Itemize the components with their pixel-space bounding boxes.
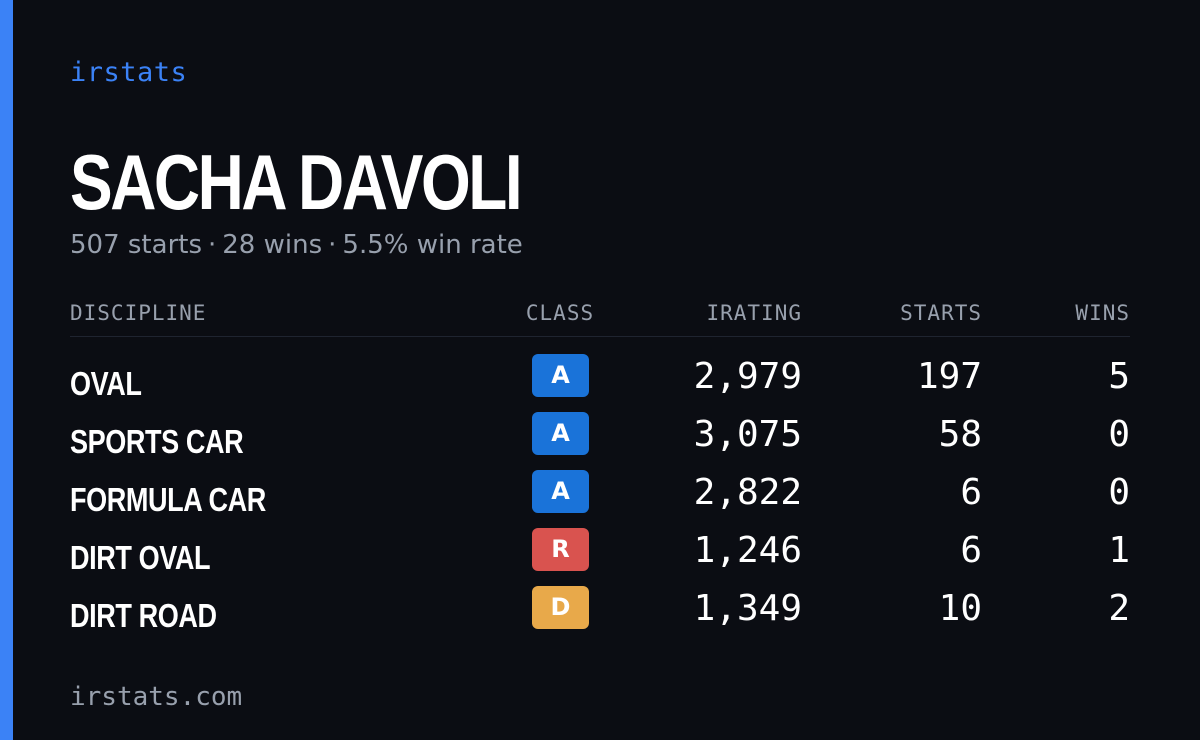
- table-row: DIRT ROAD D 1,349 10 2: [70, 586, 1130, 644]
- class-badge: A: [532, 354, 589, 397]
- class-badge: A: [532, 412, 589, 455]
- irating-value: 1,349: [693, 588, 802, 629]
- starts-value: 10: [938, 588, 982, 629]
- discipline-label: DIRT ROAD: [70, 597, 217, 634]
- wins-value: 1: [1108, 530, 1130, 571]
- class-badge: R: [532, 528, 589, 571]
- summary-separator: ·: [328, 230, 337, 260]
- irating-value: 2,822: [693, 472, 802, 513]
- header-class: CLASS: [525, 301, 595, 325]
- wins-value: 5: [1108, 356, 1130, 397]
- table-row: OVAL A 2,979 197 5: [70, 354, 1130, 412]
- irating-value: 2,979: [693, 356, 802, 397]
- table-row: DIRT OVAL R 1,246 6 1: [70, 528, 1130, 586]
- wins-value: 0: [1108, 472, 1130, 513]
- header-discipline: DISCIPLINE: [70, 301, 207, 325]
- summary-separator: ·: [208, 230, 217, 260]
- class-badge: A: [532, 470, 589, 513]
- discipline-label: DIRT OVAL: [70, 539, 211, 576]
- starts-value: 6: [960, 472, 982, 513]
- discipline-table: DISCIPLINE CLASS IRATING STARTS WINS OVA…: [70, 298, 1130, 634]
- driver-name: SACHA DAVOLI: [70, 138, 523, 226]
- win-rate: 5.5% win rate: [342, 230, 523, 260]
- wins-total: 28 wins: [222, 230, 323, 260]
- starts-total: 507 starts: [70, 230, 202, 260]
- table-header: DISCIPLINE CLASS IRATING STARTS WINS: [70, 298, 1130, 337]
- brand-logo: irstats: [70, 57, 188, 88]
- accent-bar: [0, 0, 13, 740]
- header-wins: WINS: [1075, 301, 1130, 325]
- irating-value: 1,246: [693, 530, 802, 571]
- footer-url[interactable]: irstats.com: [70, 682, 243, 712]
- discipline-label: FORMULA CAR: [70, 481, 266, 518]
- wins-value: 0: [1108, 414, 1130, 455]
- table-row: SPORTS CAR A 3,075 58 0: [70, 412, 1130, 470]
- discipline-label: OVAL: [70, 365, 142, 402]
- starts-value: 197: [916, 356, 982, 397]
- table-row: FORMULA CAR A 2,822 6 0: [70, 470, 1130, 528]
- starts-value: 58: [938, 414, 982, 455]
- irating-value: 3,075: [693, 414, 802, 455]
- header-starts: STARTS: [900, 301, 982, 325]
- discipline-label: SPORTS CAR: [70, 423, 244, 460]
- header-irating: IRATING: [706, 301, 802, 325]
- wins-value: 2: [1108, 588, 1130, 629]
- starts-value: 6: [960, 530, 982, 571]
- driver-summary: 507 starts · 28 wins · 5.5% win rate: [70, 228, 523, 262]
- class-badge: D: [532, 586, 589, 629]
